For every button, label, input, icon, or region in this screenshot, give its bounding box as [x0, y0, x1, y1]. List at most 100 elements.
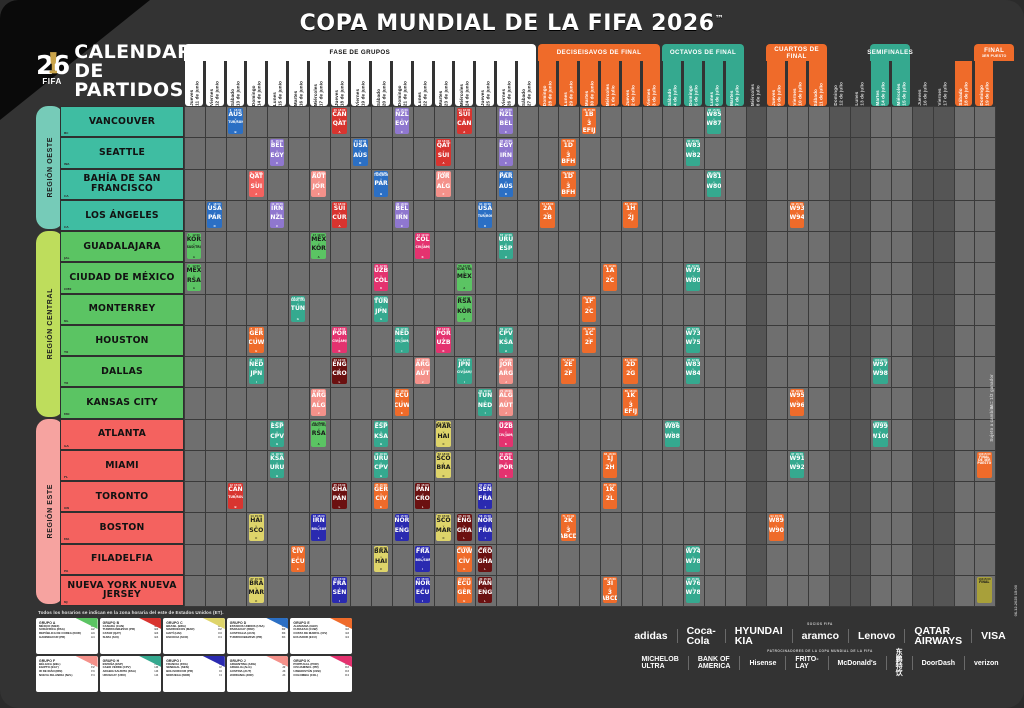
city-cell-10[interactable]: ATLANTA GA — [60, 418, 184, 450]
match-cell[interactable]: 47 15:00 CUW v CIV E — [456, 545, 472, 572]
match-cell[interactable]: 58 15:00 NOR v FRA I — [477, 514, 493, 541]
match-cell[interactable]: 31 12:00 UZB v COL K — [373, 264, 389, 291]
match-cell[interactable]: 78 15:00 1B v 3 EFIJ — [581, 108, 597, 135]
match-cell[interactable]: 72 12:00 2E v 2F — [560, 358, 576, 385]
match-cell[interactable]: 67 12:00 URU v ESP H — [498, 233, 514, 260]
match-cell[interactable]: 94 15:00 W89 v W90 — [768, 514, 784, 541]
match-cell[interactable]: 82 18:00 1H v 2J — [623, 201, 639, 228]
match-cell[interactable]: 45 15:00 PAN v CRO L — [415, 483, 431, 510]
match-cell[interactable]: 53 18:00 SCO v BRA C — [436, 451, 451, 478]
match-cell[interactable]: 57 12:00 RSA v KOR A — [456, 295, 472, 322]
match-cell[interactable]: 2 18:00 USA v PAR D — [207, 201, 223, 228]
match-cell[interactable]: 7 18:00 GER v CUW E — [248, 326, 264, 353]
match-cell[interactable]: 56 15:00 ENG v GHA L — [456, 514, 472, 541]
match-cell[interactable]: 50 18:00 JOR v ALG F — [436, 170, 451, 197]
city-cell-8[interactable]: DALLAS TX — [60, 356, 184, 388]
match-cell[interactable]: 54 18:00 SUI v CAN A — [456, 108, 472, 135]
match-cell[interactable]: 99 15:00 W93 v W94 — [789, 201, 805, 228]
city-cell-6[interactable]: MONTERREY NL — [60, 293, 184, 325]
match-cell[interactable]: 40 18:00 BEL v IRN C — [394, 201, 410, 228]
match-cell[interactable]: 36 15:00 BRA v HAI C — [373, 545, 389, 572]
match-cell[interactable]: 32 15:00 ESP v KSA H — [373, 420, 389, 447]
match-cell[interactable]: 90 15:00 W83 v W82 — [685, 139, 701, 166]
match-cell[interactable]: 69 12:00 CPV v KSA H — [498, 326, 514, 353]
match-cell[interactable]: 91 15:00 W74 v W78 — [685, 545, 701, 572]
match-cell[interactable]: 4 12:00 MEX v RSA A — [186, 264, 202, 291]
match-cell[interactable]: 49 15:00 CRO v GHA L — [477, 545, 493, 572]
match-cell[interactable]: 75 18:00 1D v 3 BFH — [560, 170, 576, 197]
match-cell[interactable]: 95 15:00 3I v 3 ABCD — [602, 576, 618, 603]
city-cell-14[interactable]: FILADELFIA PA — [60, 543, 184, 575]
match-cell[interactable]: 16 18:00 ARG v ALG J — [311, 389, 327, 416]
match-cell[interactable]: 88 12:00 W79 v W80 — [685, 264, 701, 291]
match-cell[interactable]: 38 15:00 NZL v EGY C — [394, 108, 410, 135]
match-cell[interactable]: 24 18:00 USA v AUS D — [352, 139, 368, 166]
match-cell[interactable]: 63 18:00 TUN v NED I — [477, 389, 493, 416]
match-cell[interactable]: 33 12:00 TUN v JPN G — [373, 295, 389, 322]
match-cell[interactable]: 96 18:00 W95 v W96 — [789, 389, 805, 416]
match-cell[interactable]: 9 15:00 ESP v CPV H — [269, 420, 285, 447]
city-cell-9[interactable]: KANSAS CITY MO — [60, 387, 184, 419]
match-cell[interactable]: 15 18:00 AUT v JOR F — [311, 170, 327, 197]
match-cell[interactable]: 104 15:00 FINAL — [976, 576, 992, 603]
match-cell[interactable]: 84 15:00 W86 v W88 — [664, 420, 680, 447]
city-cell-15[interactable]: NUEVA YORK NUEVA JERSEY NJ — [60, 574, 184, 606]
match-cell[interactable]: 71 15:00 2K v 3 ABCD — [560, 514, 576, 541]
city-cell-4[interactable]: GUADALAJARA JAL — [60, 231, 184, 263]
match-cell[interactable]: 52 12:00 POR v UZB K — [436, 326, 451, 353]
match-cell[interactable]: 101 12:00 W97 v W98 — [872, 358, 888, 385]
match-cell[interactable]: 79 12:00 1A v 2C — [602, 264, 618, 291]
match-cell[interactable]: 5 15:00 QAT v SUI A — [248, 170, 264, 197]
match-cell[interactable]: 65 15:00 EGY v IRN C — [498, 139, 514, 166]
match-cell[interactable]: 61 18:00 COL v POR K — [498, 451, 514, 478]
match-cell[interactable]: 103 15:00 FINAL DE 3ER PUESTO — [976, 451, 992, 478]
city-cell-5[interactable]: CIUDAD DE MÉXICO CMX — [60, 262, 184, 294]
match-cell[interactable]: 41 15:00 NOR v ENG L — [394, 514, 410, 541]
match-cell[interactable]: 28 15:00 FRA v SEN I — [332, 576, 347, 603]
match-cell[interactable]: 51 15:00 MAR v HAI C — [436, 420, 451, 447]
match-cell[interactable]: 17 12:00 MEX v KOR A — [311, 233, 327, 260]
match-cell[interactable]: 77 12:00 1F v 2C — [581, 295, 597, 322]
match-cell[interactable]: 43 12:00 ARG v AUT J — [415, 358, 431, 385]
match-cell[interactable]: 76 15:00 1D v 3 BFH — [560, 139, 576, 166]
match-cell[interactable]: 23 12:00 ENG v CRO L — [332, 358, 347, 385]
match-cell[interactable]: 29 15:00 ECU v GER E — [456, 576, 472, 603]
match-cell[interactable]: 70 12:00 JOR v ARG J — [498, 358, 514, 385]
match-cell[interactable]: 92 15:00 W85 v W87 — [706, 108, 722, 135]
match-cell[interactable]: 93 15:00 W76 v W78 — [685, 576, 701, 603]
city-cell-2[interactable]: BAHÍA DE SAN FRANCISCO CA — [60, 168, 184, 200]
city-cell-0[interactable]: VANCOUVER BC — [60, 106, 184, 138]
match-cell[interactable]: 11 18:00 KSA v URU H — [269, 451, 285, 478]
match-cell[interactable]: 14 15:00 HAI v SCO C — [248, 514, 264, 541]
match-cell[interactable]: 81 12:00 2D v 2G — [623, 358, 639, 385]
match-cell[interactable]: 89 15:00 W81 v W80 — [706, 170, 722, 197]
match-cell[interactable]: 86 12:00 W83 v W84 — [685, 358, 701, 385]
match-cell[interactable]: 27 15:00 BRA v MAR C — [248, 576, 264, 603]
match-cell[interactable]: 74 12:00 1C v 2F — [581, 326, 597, 353]
match-cell[interactable]: 20 18:00 CAN v QAT A — [332, 108, 347, 135]
match-cell[interactable]: 85 12:00 W73 v W75 — [685, 326, 701, 353]
city-cell-12[interactable]: TORONTO ON — [60, 481, 184, 513]
match-cell[interactable]: 97 18:00 W91 v W92 — [789, 451, 805, 478]
city-cell-3[interactable]: LOS ÁNGELES CA — [60, 199, 184, 231]
match-cell[interactable]: 26 15:00 CIV v ECU E — [290, 545, 306, 572]
match-cell[interactable]: 34 18:00 URU v CPV H — [373, 451, 389, 478]
match-cell[interactable]: 55 15:00 SCO v MAR C — [436, 514, 451, 541]
match-cell[interactable]: 35 15:00 GER v CIV E — [373, 483, 389, 510]
match-cell[interactable]: 30 15:00 PAN v ENG L — [477, 576, 493, 603]
match-cell[interactable]: 22 18:00 SUI v CUR A — [332, 201, 347, 228]
match-cell[interactable]: 10 18:00 IRN v NZL C — [269, 201, 285, 228]
match-cell[interactable]: 25 15:00 GHA v PAN L — [332, 483, 347, 510]
